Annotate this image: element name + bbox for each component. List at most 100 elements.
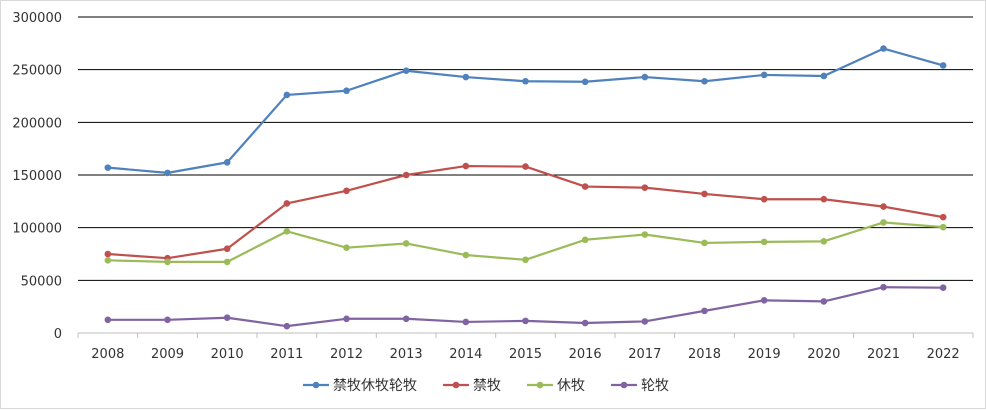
data-point (402, 240, 410, 247)
data-point (820, 195, 828, 203)
data-point (223, 245, 231, 253)
data-point (760, 71, 768, 79)
data-point (283, 228, 291, 235)
data-point (939, 62, 947, 69)
y-tick-label: 200000 (12, 116, 62, 131)
data-point (581, 78, 589, 86)
data-point (402, 67, 410, 75)
data-point (104, 164, 112, 171)
x-tick-label: 2016 (569, 347, 602, 362)
data-point (880, 283, 887, 291)
x-tick-label: 2022 (927, 347, 960, 362)
legend-item: 禁牧休牧轮牧 (303, 378, 417, 394)
data-point (701, 307, 708, 315)
data-point (880, 219, 887, 226)
data-point (701, 239, 708, 247)
legend-item: 禁牧 (443, 378, 501, 394)
series-lines (104, 45, 947, 330)
x-tick-label: 2008 (91, 347, 124, 362)
series-group (104, 283, 947, 330)
x-tick-label: 2021 (867, 347, 900, 362)
data-point (462, 251, 470, 259)
x-tick-label: 2009 (151, 347, 184, 362)
y-tick-label: 0 (54, 327, 62, 342)
data-point (641, 73, 649, 81)
data-point (104, 250, 112, 258)
data-point (343, 187, 350, 195)
y-tick-label: 100000 (12, 222, 62, 237)
series-line (107, 47, 944, 174)
data-point (880, 45, 887, 52)
data-point (820, 72, 828, 80)
x-tick-label: 2020 (807, 347, 840, 362)
series-line (107, 164, 944, 260)
data-point (283, 91, 291, 99)
data-point (462, 162, 470, 170)
series-line (107, 221, 944, 263)
data-point (701, 190, 708, 198)
x-tick-label: 2011 (270, 347, 303, 362)
legend-item: 休牧 (527, 378, 585, 394)
data-point (939, 213, 947, 221)
data-point (223, 258, 231, 266)
legend-label: 休牧 (557, 378, 585, 394)
data-point (880, 203, 887, 210)
y-tick-label: 250000 (12, 64, 62, 79)
data-point (581, 183, 589, 190)
data-point (701, 77, 708, 85)
data-point (402, 315, 410, 323)
legend-label: 禁牧 (473, 378, 501, 394)
data-point (402, 171, 410, 179)
gridlines (78, 16, 973, 281)
data-point (939, 223, 947, 231)
x-tick-label: 2018 (688, 347, 721, 362)
y-tick-label: 50000 (21, 274, 62, 289)
data-point (343, 87, 350, 95)
series-group (104, 45, 947, 177)
data-point (760, 195, 768, 203)
x-tick-label: 2019 (748, 347, 781, 362)
data-point (522, 256, 529, 264)
data-point (164, 258, 171, 266)
data-point (462, 73, 470, 81)
data-point (641, 231, 649, 238)
legend-swatch-marker (536, 381, 544, 389)
data-point (104, 316, 112, 324)
series-group (104, 219, 947, 266)
data-point (760, 297, 768, 304)
x-tick-label: 2010 (211, 347, 244, 362)
axes: 0 50000 100000 150000 200000 250000 300000 2008… (12, 11, 974, 362)
x-tick-label: 2012 (330, 347, 363, 362)
data-point (820, 238, 828, 245)
y-tick-label: 150000 (12, 169, 62, 184)
x-tick-label: 2014 (449, 347, 482, 362)
legend: 禁牧休牧轮牧 禁牧 休牧 轮牧 (303, 378, 669, 394)
x-tick-label: 2015 (509, 347, 542, 362)
data-point (641, 184, 649, 191)
data-point (283, 322, 291, 330)
legend-label: 轮牧 (641, 378, 669, 394)
data-point (522, 317, 529, 325)
data-point (343, 315, 350, 323)
data-point (104, 257, 112, 264)
x-tick-label: 2017 (628, 347, 661, 362)
data-point (820, 298, 828, 305)
data-point (939, 284, 947, 292)
x-tick-label: 2013 (390, 347, 423, 362)
data-point (581, 236, 589, 244)
data-point (641, 318, 649, 325)
data-point (223, 159, 231, 166)
legend-label: 禁牧休牧轮牧 (333, 378, 417, 394)
data-point (223, 314, 231, 322)
legend-swatch-marker (620, 381, 628, 389)
y-tick-label: 300000 (12, 11, 62, 26)
data-point (283, 200, 291, 207)
data-point (164, 169, 171, 177)
series-group (104, 162, 947, 262)
legend-swatch-marker (312, 381, 320, 389)
data-point (581, 319, 589, 327)
data-point (760, 238, 768, 246)
legend-swatch-marker (452, 381, 460, 389)
